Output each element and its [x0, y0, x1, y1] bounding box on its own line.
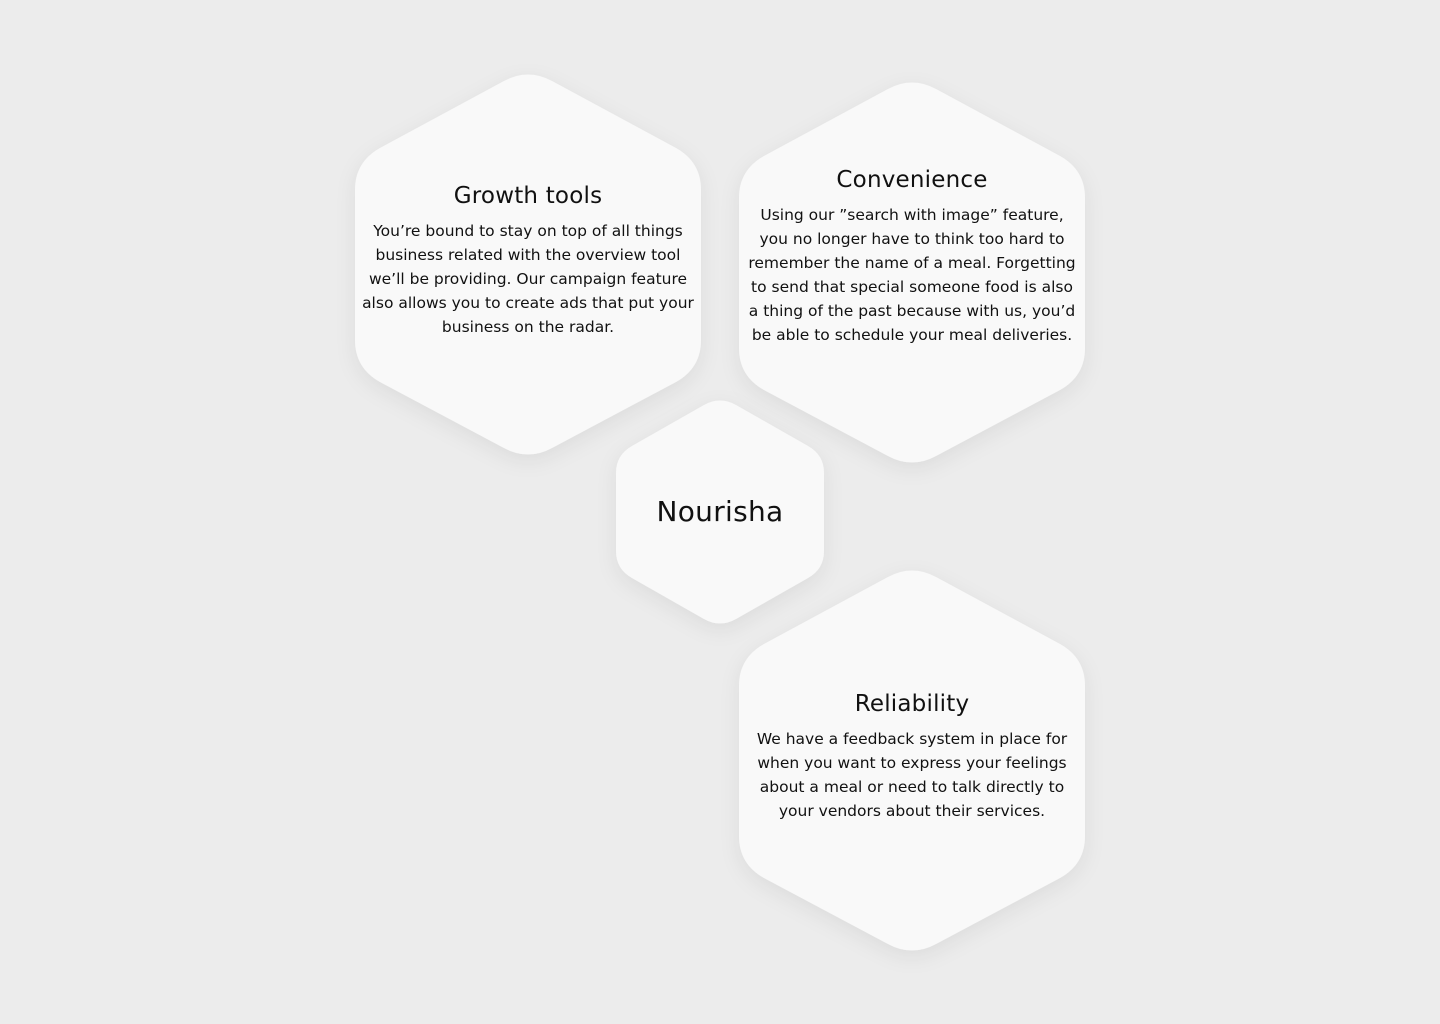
feature-convenience: Convenience Using our ”search with image…: [744, 165, 1080, 347]
hexagon-nourisha: [616, 400, 824, 624]
feature-description: You’re bound to stay on top of all thing…: [362, 222, 694, 336]
feature-growth-tools: Growth tools You’re bound to stay on top…: [360, 181, 696, 339]
hexagon-convenience: [739, 82, 1085, 463]
brand-name: Nourisha: [656, 495, 784, 528]
feature-description: Using our ”search with image” feature, y…: [748, 206, 1076, 344]
feature-title: Convenience: [836, 167, 988, 193]
feature-description: We have a feedback system in place for w…: [756, 730, 1068, 820]
feature-title: Reliability: [854, 691, 970, 717]
feature-reliability: Reliability We have a feedback system in…: [744, 689, 1080, 823]
feature-title: Growth tools: [453, 183, 603, 209]
brand-center: Nourisha: [620, 494, 820, 530]
hexagon-reliability: [739, 570, 1085, 951]
hexagon-growth-tools: [355, 74, 701, 455]
